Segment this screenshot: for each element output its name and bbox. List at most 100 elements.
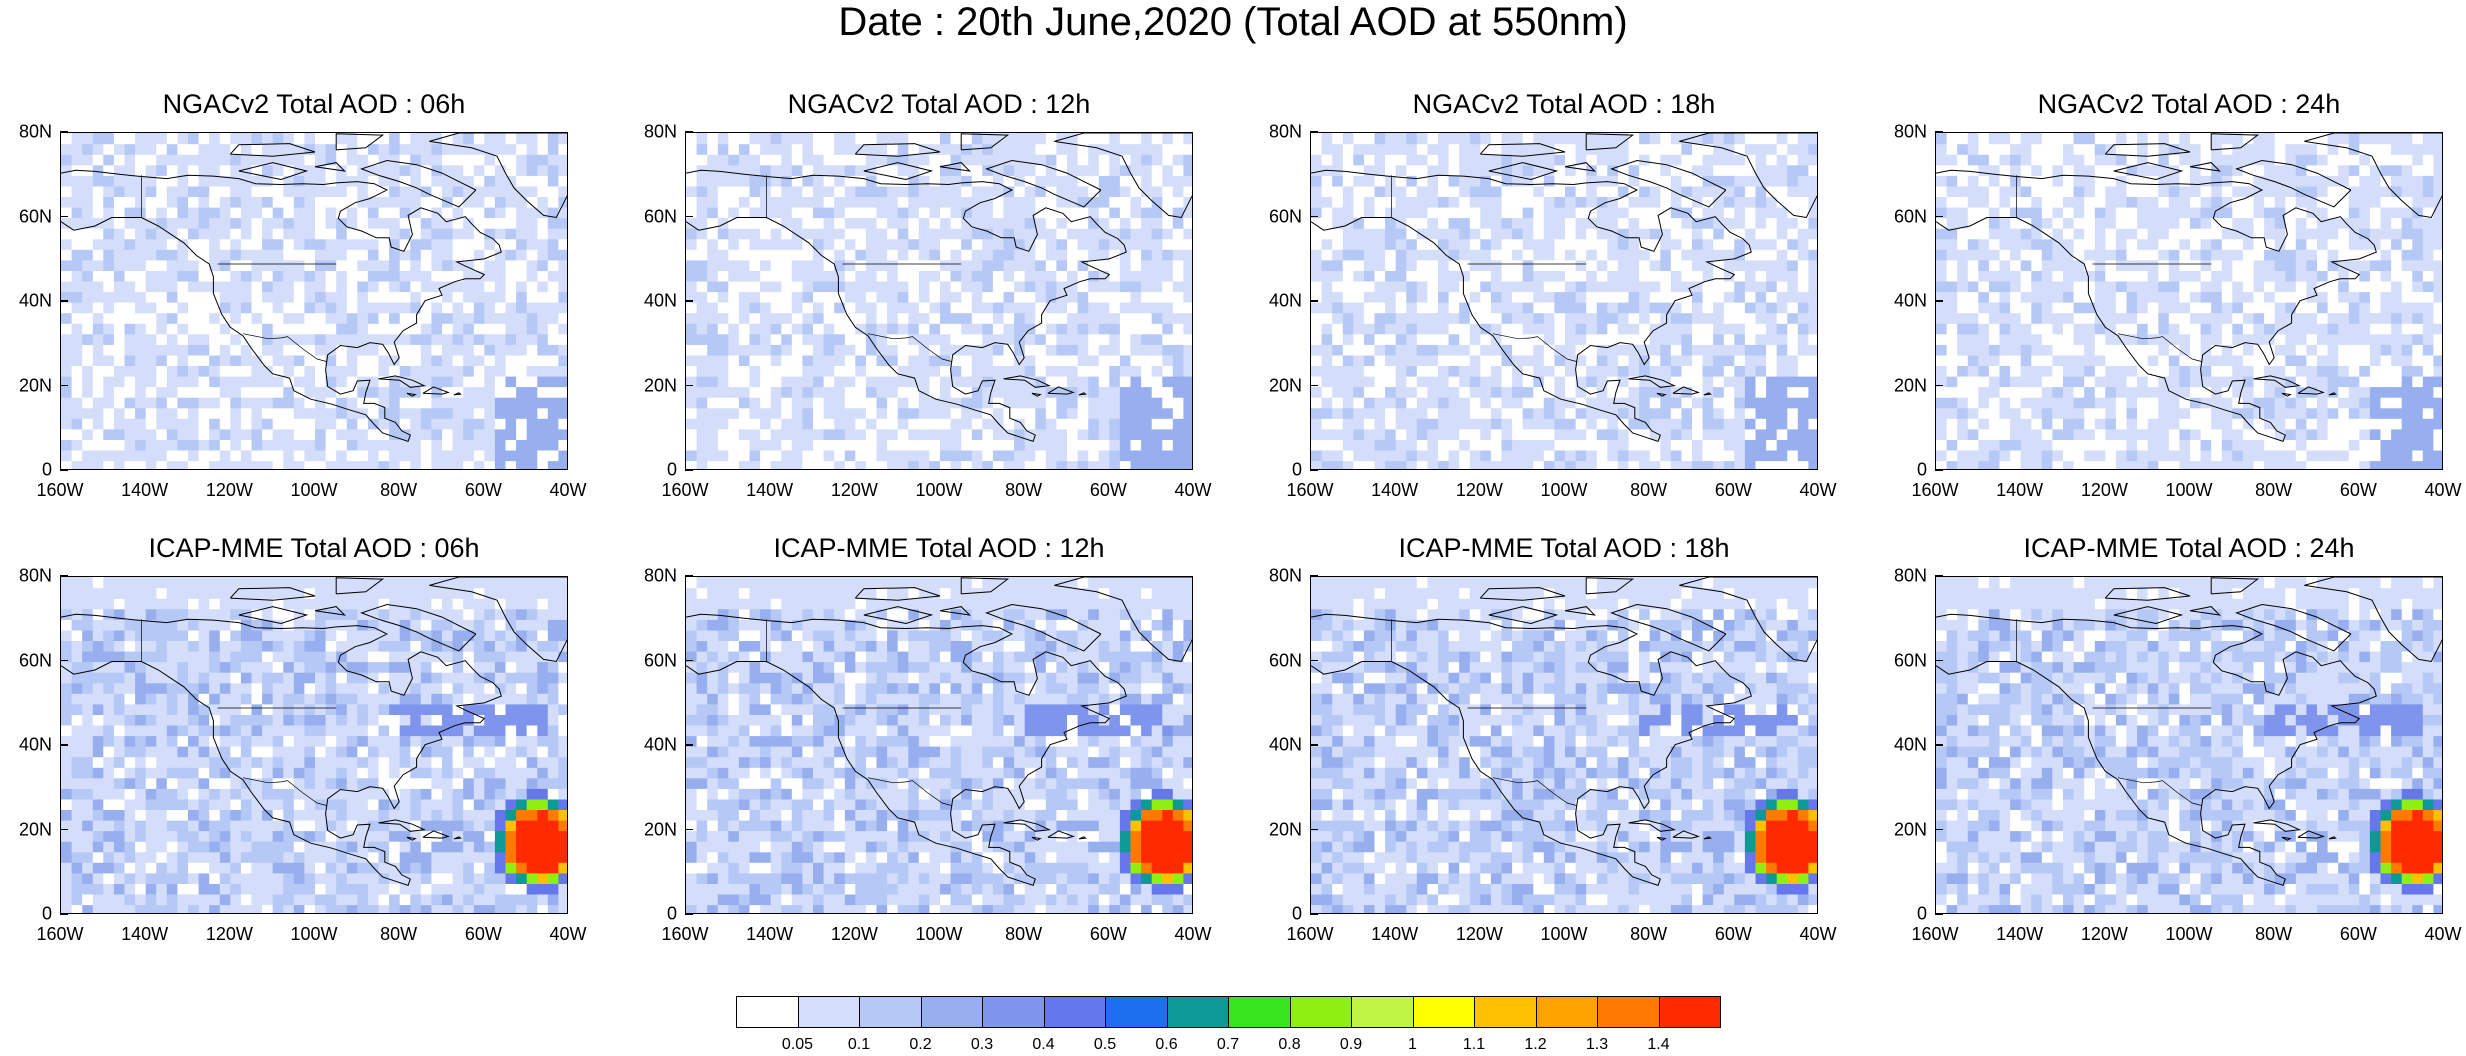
aod-cell bbox=[135, 143, 147, 155]
aod-cell bbox=[770, 270, 782, 282]
aod-cell bbox=[188, 344, 200, 356]
aod-cell bbox=[1639, 206, 1651, 219]
aod-cell bbox=[1501, 280, 1513, 293]
aod-cell bbox=[1459, 196, 1471, 208]
aod-cell bbox=[1575, 344, 1587, 356]
aod-cell bbox=[1427, 238, 1439, 250]
aod-cell bbox=[1512, 249, 1524, 261]
aod-cell bbox=[1469, 164, 1481, 176]
aod-cell bbox=[547, 206, 559, 219]
aod-cell bbox=[124, 333, 136, 345]
aod-cell bbox=[484, 217, 496, 229]
aod-cell bbox=[1978, 154, 1990, 166]
aod-cell bbox=[452, 460, 464, 469]
aod-cell bbox=[442, 333, 454, 345]
aod-cell bbox=[325, 238, 337, 250]
aod-cell bbox=[494, 323, 507, 335]
aod-cell bbox=[940, 238, 952, 250]
aod-cell bbox=[992, 333, 1005, 345]
aod-cell bbox=[262, 354, 274, 366]
aod-cell bbox=[887, 302, 899, 314]
aod-cell bbox=[177, 323, 189, 335]
aod-cell bbox=[1035, 217, 1047, 229]
aod-cell bbox=[537, 270, 549, 282]
aod-cell bbox=[166, 196, 178, 208]
aod-cell bbox=[961, 397, 973, 409]
aod-cell bbox=[1003, 217, 1015, 229]
aod-cell bbox=[505, 344, 517, 356]
aod-cell bbox=[389, 407, 401, 419]
aod-cell bbox=[1311, 397, 1323, 409]
aod-cell bbox=[823, 164, 835, 176]
aod-cell bbox=[844, 238, 856, 250]
aod-cell bbox=[304, 133, 316, 145]
aod-cell bbox=[696, 302, 708, 314]
aod-cell bbox=[494, 133, 507, 145]
aod-cell bbox=[834, 460, 846, 469]
aod-cell bbox=[516, 386, 528, 398]
aod-cell bbox=[1501, 270, 1513, 282]
aod-cell bbox=[442, 185, 454, 197]
aod-cell bbox=[918, 397, 930, 409]
aod-cell bbox=[1098, 302, 1110, 314]
aod-cell bbox=[982, 439, 994, 451]
aod-cell bbox=[82, 302, 94, 314]
aod-cell bbox=[1141, 354, 1153, 366]
aod-cell bbox=[389, 302, 401, 314]
aod-cell bbox=[262, 365, 274, 377]
aod-cell bbox=[971, 133, 983, 145]
aod-cell bbox=[1056, 407, 1068, 419]
aod-cell bbox=[1522, 185, 1534, 197]
aod-cell bbox=[336, 206, 348, 219]
aod-cell bbox=[1639, 175, 1651, 187]
aod-cell bbox=[834, 375, 846, 388]
aod-cell bbox=[1067, 133, 1079, 145]
map-panel: NGACv2 Total AOD : 18h 80N 60N 40N 20N 0 160W 1… bbox=[1250, 88, 1870, 533]
aod-cell bbox=[1670, 365, 1682, 377]
aod-cell bbox=[950, 175, 962, 187]
x-tick-label: 80W bbox=[1005, 480, 1043, 500]
aod-cell bbox=[1628, 323, 1640, 335]
aod-cell bbox=[1024, 365, 1036, 377]
aod-cell bbox=[113, 175, 126, 187]
aod-cell bbox=[92, 280, 104, 293]
aod-cell bbox=[1607, 386, 1619, 398]
aod-cell bbox=[156, 344, 168, 356]
aod-cell bbox=[1702, 418, 1714, 430]
aod-cell bbox=[728, 344, 740, 356]
aod-cell bbox=[686, 407, 698, 419]
aod-cell bbox=[452, 259, 464, 271]
aod-cell bbox=[1999, 333, 2011, 345]
aod-cell bbox=[452, 154, 464, 166]
aod-cell bbox=[1311, 206, 1323, 219]
aod-cell bbox=[707, 428, 719, 440]
aod-cell bbox=[1607, 249, 1619, 261]
aod-cell bbox=[1575, 217, 1587, 229]
aod-cell bbox=[272, 460, 284, 469]
aod-cell bbox=[1999, 407, 2011, 419]
aod-cell bbox=[770, 217, 782, 229]
aod-cell bbox=[1692, 249, 1704, 261]
aod-cell bbox=[1077, 397, 1089, 409]
aod-cell bbox=[1353, 344, 1365, 356]
aod-cell bbox=[1596, 185, 1608, 197]
aod-cell bbox=[1385, 196, 1397, 208]
aod-cell bbox=[1130, 418, 1142, 430]
aod-cell bbox=[908, 439, 920, 451]
aod-cell bbox=[283, 206, 295, 219]
aod-cell bbox=[1353, 449, 1365, 462]
aod-cell bbox=[918, 302, 930, 314]
aod-cell bbox=[1353, 133, 1365, 145]
aod-cell bbox=[1660, 238, 1672, 250]
aod-cell bbox=[791, 133, 803, 145]
aod-cell bbox=[961, 365, 973, 377]
aod-cell bbox=[357, 323, 369, 335]
aod-cell bbox=[823, 196, 835, 208]
aod-cell bbox=[1501, 397, 1513, 409]
aod-cell bbox=[304, 291, 316, 303]
aod-cell bbox=[304, 259, 316, 271]
aod-cell bbox=[1702, 323, 1714, 335]
aod-cell bbox=[399, 323, 411, 335]
aod-cell bbox=[1448, 407, 1460, 419]
aod-cell bbox=[1617, 185, 1630, 197]
